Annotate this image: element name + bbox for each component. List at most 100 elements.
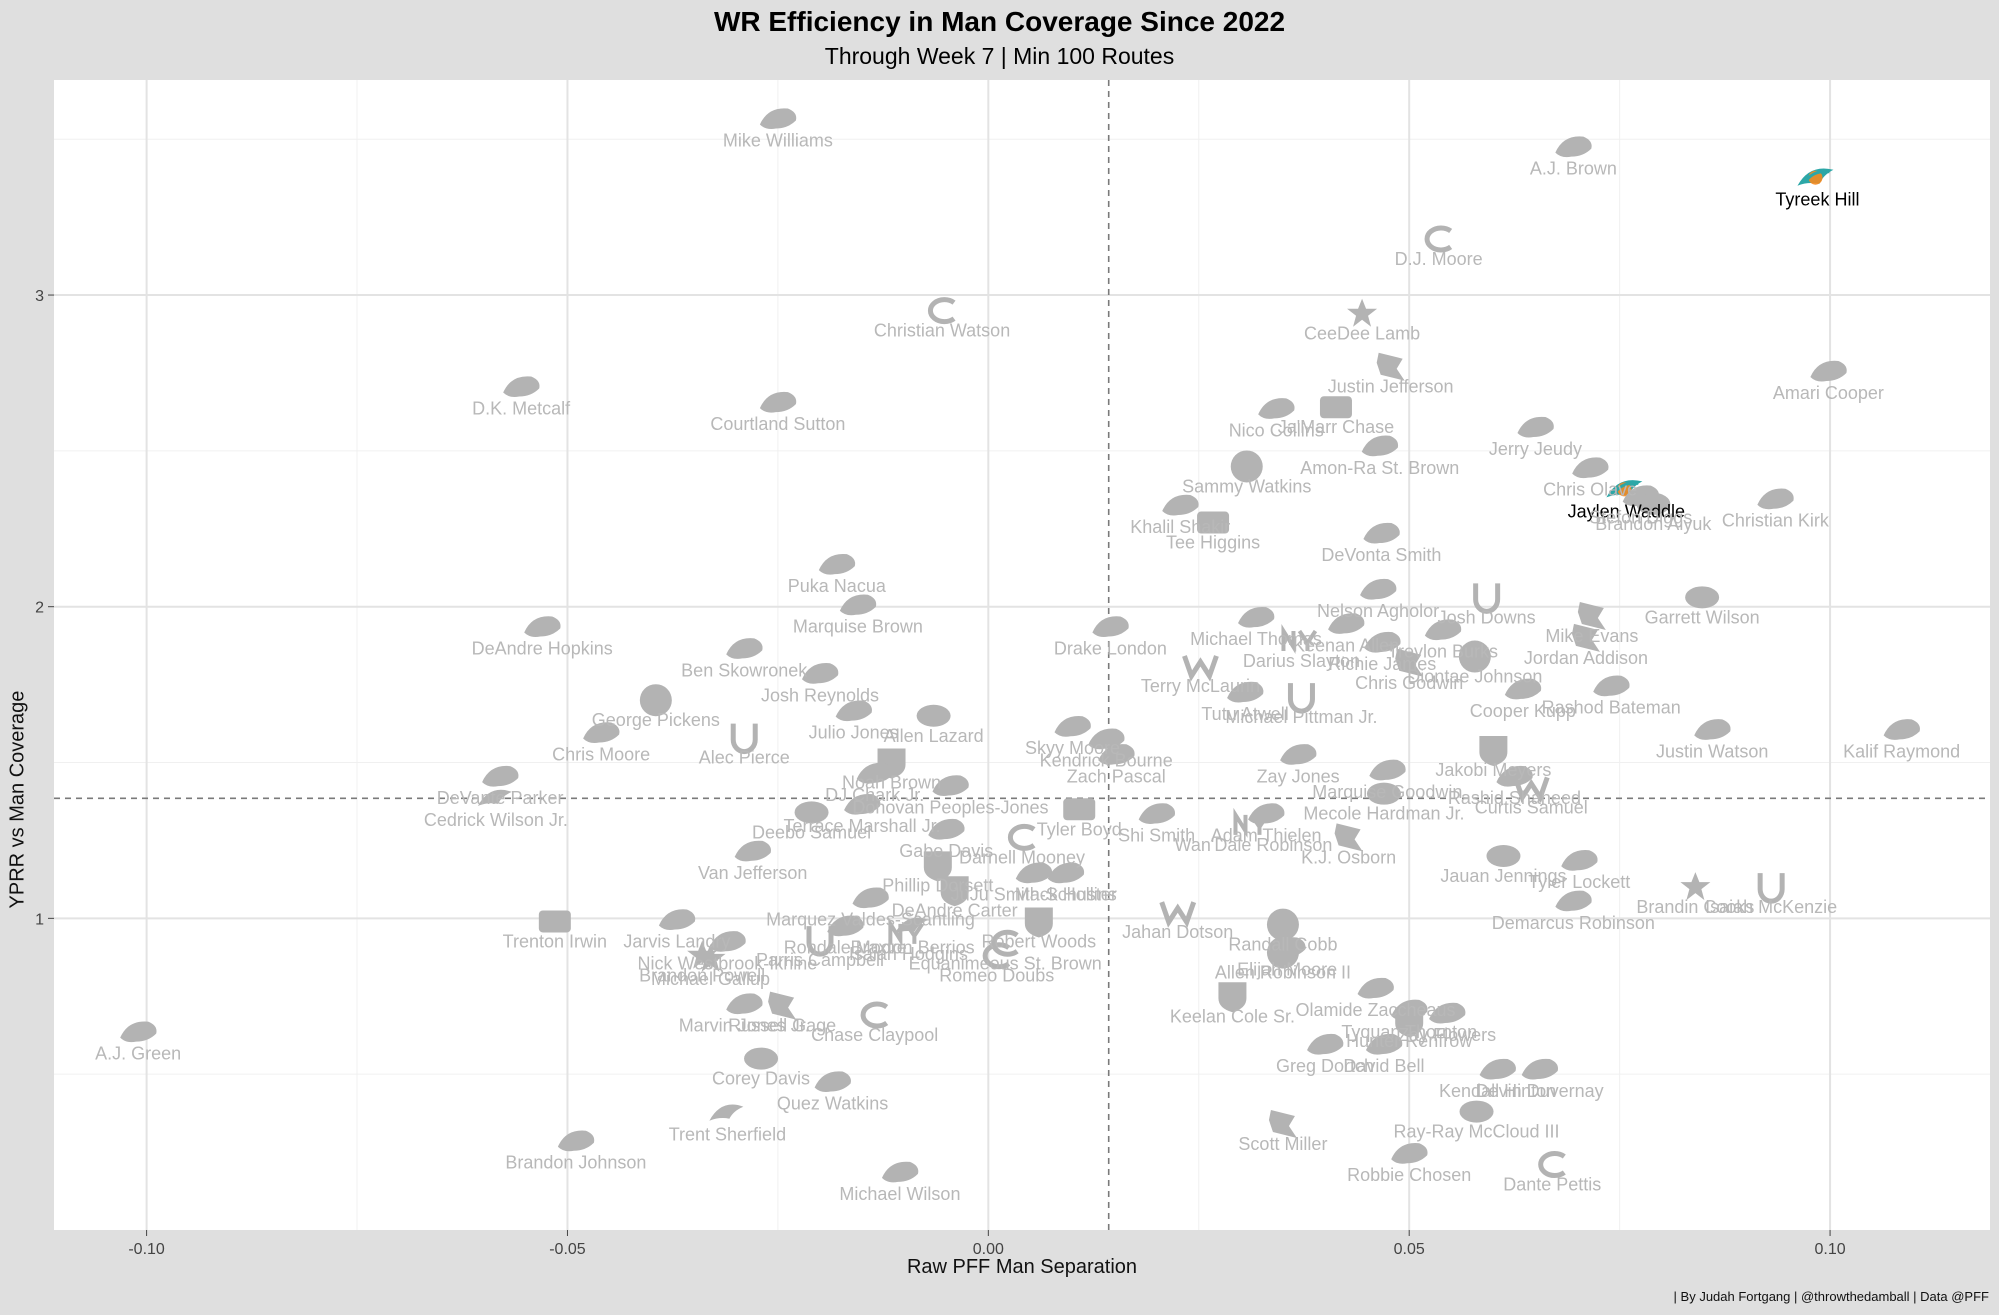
point-label: Dante Pettis bbox=[1503, 1175, 1601, 1195]
point-label: CeeDee Lamb bbox=[1304, 324, 1420, 344]
fleur-logo-shape bbox=[1496, 765, 1533, 787]
tiger-logo-shape bbox=[1197, 511, 1230, 534]
point-label: Wan'Dale Robinson bbox=[1175, 835, 1333, 855]
panther-logo-shape bbox=[856, 762, 894, 784]
point-label: Tyreek Hill bbox=[1775, 190, 1859, 210]
chart-caption: | By Judah Fortgang | @throwthedamball |… bbox=[1673, 1289, 1989, 1304]
point-label: DeVante Parker bbox=[437, 788, 564, 808]
star-logo-shape bbox=[1347, 298, 1378, 327]
point-marker bbox=[932, 775, 969, 796]
buffalo-logo-shape bbox=[928, 818, 965, 840]
flag-logo-shape bbox=[1577, 602, 1606, 631]
point-marker bbox=[1248, 803, 1285, 825]
point-label: Terrace Marshall Jr. bbox=[784, 816, 941, 836]
patriot-logo-shape bbox=[1088, 728, 1125, 750]
chief-logo-shape bbox=[1694, 719, 1731, 740]
point-label: Keenan Allen bbox=[1293, 635, 1399, 655]
point-marker bbox=[1258, 398, 1295, 419]
point-marker bbox=[852, 887, 889, 909]
point-label: Chris Olave bbox=[1543, 480, 1637, 500]
g-logo-shape bbox=[928, 297, 956, 325]
point-label: Allen Robinson II bbox=[1215, 963, 1351, 983]
point-label: Marvin Jones Jr. bbox=[679, 1016, 810, 1036]
point-marker bbox=[1636, 492, 1671, 515]
dawg-logo-shape bbox=[932, 775, 969, 796]
point-label: Chris Godwin bbox=[1355, 673, 1463, 693]
point-label: Stefon Diggs bbox=[1589, 508, 1692, 528]
flag-logo-shape bbox=[1395, 648, 1424, 677]
point-label: Jauan Jennings bbox=[1440, 866, 1566, 886]
point-label: Jahan Dotson bbox=[1122, 922, 1233, 942]
point-marker bbox=[477, 789, 512, 806]
point-marker bbox=[1757, 488, 1794, 510]
point-label: Christian Watson bbox=[874, 321, 1010, 341]
jet-logo-shape bbox=[1366, 782, 1401, 805]
point-marker bbox=[801, 663, 839, 684]
ram-logo-shape bbox=[818, 553, 856, 575]
y-axis-title: YPRR vs Man Coverage bbox=[6, 690, 29, 909]
raider-logo-shape bbox=[923, 851, 952, 882]
texan-logo-shape bbox=[1024, 907, 1053, 938]
horseshoe-logo-shape bbox=[1287, 683, 1315, 714]
point-label: Marquise Brown bbox=[793, 617, 923, 637]
point-label: K.J. Osborn bbox=[1301, 847, 1396, 867]
point-marker bbox=[1577, 602, 1606, 631]
point-label: Alec Pierce bbox=[699, 748, 790, 768]
point-label: Richie James bbox=[1328, 654, 1436, 674]
sf-logo-shape bbox=[1459, 1100, 1494, 1123]
point-marker bbox=[1268, 1110, 1297, 1139]
raven-logo-shape bbox=[1593, 675, 1630, 697]
steeler-logo-shape bbox=[1458, 640, 1491, 673]
point-marker bbox=[1685, 586, 1720, 609]
point-marker bbox=[1227, 681, 1264, 703]
horseshoe-logo-shape bbox=[1757, 873, 1785, 904]
point-label: Zay Flowers bbox=[1398, 1025, 1496, 1045]
point-label: Tutu Atwell bbox=[1201, 704, 1288, 724]
eagle-logo-shape bbox=[1098, 744, 1135, 765]
tiger-logo-shape bbox=[1063, 798, 1096, 821]
point-label: Amon-Ra St. Brown bbox=[1300, 458, 1459, 478]
bull-logo-shape bbox=[1258, 398, 1295, 419]
point-label: DeAndre Carter bbox=[892, 900, 1018, 920]
point-label: Nick Westbrook-Ikhine bbox=[638, 953, 818, 973]
eagle-logo-shape bbox=[1357, 977, 1394, 999]
point-label: Darnell Mooney bbox=[959, 847, 1085, 867]
dolphin-logo-fin bbox=[1804, 169, 1830, 183]
ram-logo-shape bbox=[1504, 678, 1542, 700]
point-label: Chris Moore bbox=[552, 744, 650, 764]
point-label: Cedrick Wilson Jr. bbox=[424, 810, 568, 830]
point-marker bbox=[1287, 683, 1315, 714]
point-marker bbox=[1365, 1033, 1403, 1055]
lion-logo-shape bbox=[1361, 435, 1399, 457]
point-marker bbox=[916, 704, 951, 727]
point-marker bbox=[1007, 823, 1036, 851]
point-label: Donovan Peoples-Jones bbox=[852, 797, 1048, 817]
point-marker bbox=[1424, 225, 1453, 253]
point-marker bbox=[1088, 728, 1125, 750]
point-label: Quez Watkins bbox=[777, 1094, 888, 1114]
point-marker bbox=[1266, 908, 1299, 941]
point-label: Zay Jones bbox=[1257, 766, 1340, 786]
bronco-logo-shape bbox=[759, 391, 797, 413]
ram-logo-shape bbox=[734, 840, 771, 862]
eagle-logo-shape bbox=[835, 700, 872, 722]
dawg-logo-shape bbox=[1810, 360, 1847, 382]
point-marker bbox=[1054, 716, 1091, 737]
point-label: Puka Nacua bbox=[788, 576, 887, 596]
point-marker bbox=[1376, 352, 1405, 381]
point-marker bbox=[1307, 1033, 1344, 1055]
horseshoe-logo-shape bbox=[730, 723, 758, 755]
point-marker bbox=[1424, 619, 1462, 641]
point-marker bbox=[1138, 803, 1176, 825]
cardinal-logo-shape bbox=[1307, 1033, 1344, 1055]
point-marker bbox=[1369, 759, 1406, 781]
point-marker bbox=[1182, 655, 1219, 682]
cardinal-logo-shape bbox=[881, 1161, 919, 1183]
horseshoe-logo-shape bbox=[1473, 583, 1501, 614]
bolt-logo-shape bbox=[482, 765, 519, 787]
dolphin-logo-fin bbox=[1613, 481, 1639, 495]
point-marker bbox=[759, 108, 797, 130]
point-marker bbox=[940, 876, 969, 907]
point-marker bbox=[709, 931, 746, 952]
point-marker bbox=[928, 818, 965, 840]
